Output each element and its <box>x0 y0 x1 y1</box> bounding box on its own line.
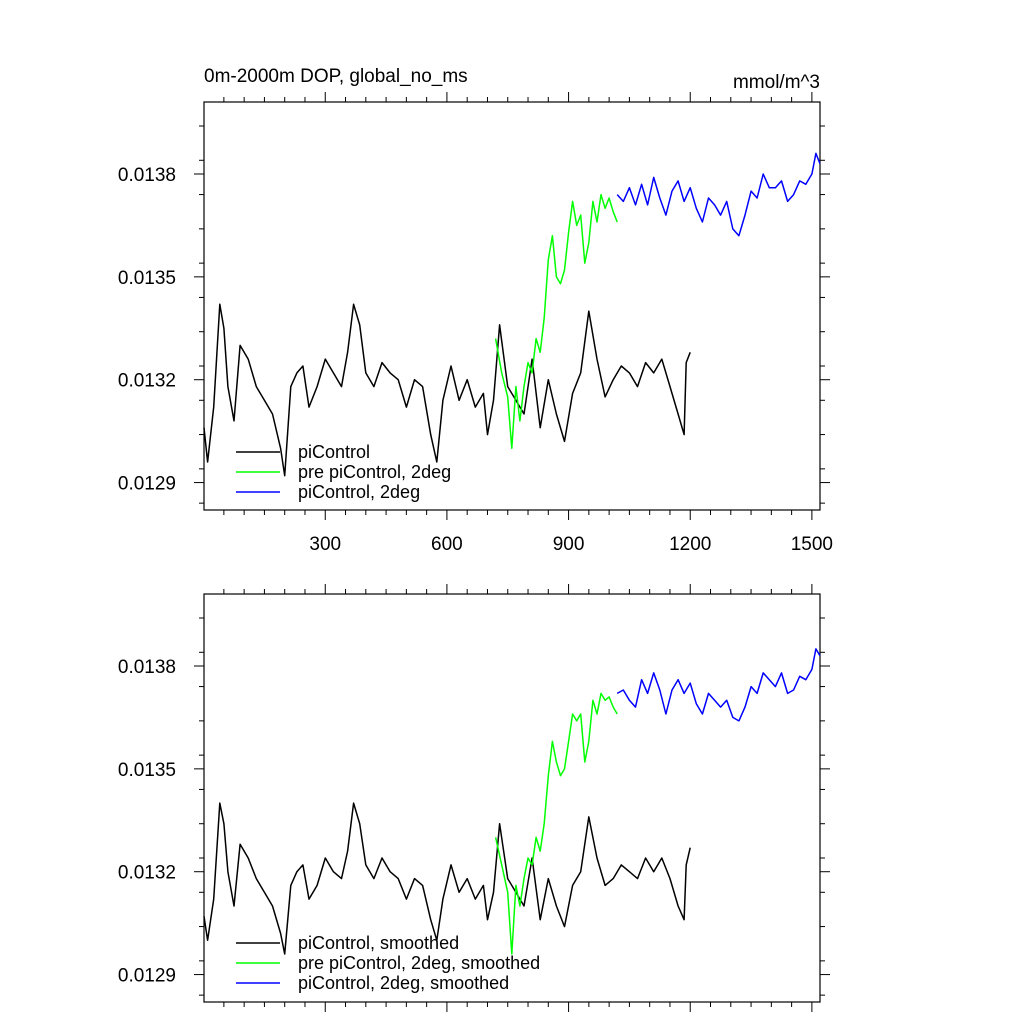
bottom-panel-ticks: 0.0129 0.0132 0.0135 0.0138 <box>118 584 830 1012</box>
legend-label: piControl <box>298 442 370 462</box>
series-line <box>616 152 821 237</box>
top-panel-title: 0m-2000m DOP, global_no_ms <box>204 66 468 87</box>
y-tick-label: 0.0135 <box>118 268 176 289</box>
legend-label: piControl, 2deg <box>298 482 420 502</box>
x-tick-label: 300 <box>309 534 341 555</box>
top-panel-ticks: 300 600 900 1200 1500 0.0129 0.0132 0.0135 0.013… <box>118 92 833 555</box>
y-tick-label: 0.0132 <box>118 371 176 392</box>
top-panel-units: mmol/m^3 <box>733 72 820 93</box>
series-line <box>203 802 691 955</box>
top-panel-series <box>203 152 821 477</box>
x-tick-label: 900 <box>553 534 585 555</box>
y-tick-label: 0.0138 <box>118 165 176 186</box>
legend-label: piControl, 2deg, smoothed <box>298 973 509 993</box>
y-tick-label: 0.0129 <box>118 474 176 495</box>
x-tick-label: 1200 <box>669 534 711 555</box>
top-panel: 0m-2000m DOP, global_no_ms mmol/m^3 300 6… <box>118 66 833 555</box>
bottom-panel-frame <box>203 593 821 1003</box>
series-line <box>494 193 618 450</box>
y-tick-label: 0.0129 <box>118 966 176 987</box>
bottom-panel: 0.0129 0.0132 0.0135 0.0138 piControl, smoo… <box>118 584 830 1012</box>
legend-label: pre piControl, 2deg, smoothed <box>298 953 540 973</box>
legend-label: piControl, smoothed <box>298 933 459 953</box>
series-line <box>494 692 618 955</box>
y-tick-label: 0.0138 <box>118 657 176 678</box>
x-tick-label: 600 <box>431 534 463 555</box>
bottom-panel-series <box>203 648 821 955</box>
y-tick-label: 0.0135 <box>118 760 176 781</box>
y-tick-label: 0.0132 <box>118 863 176 884</box>
top-panel-frame <box>203 101 821 511</box>
legend-label: pre piControl, 2deg <box>298 462 451 482</box>
x-tick-label: 1500 <box>791 534 833 555</box>
series-line <box>616 648 821 722</box>
series-line <box>203 303 691 477</box>
